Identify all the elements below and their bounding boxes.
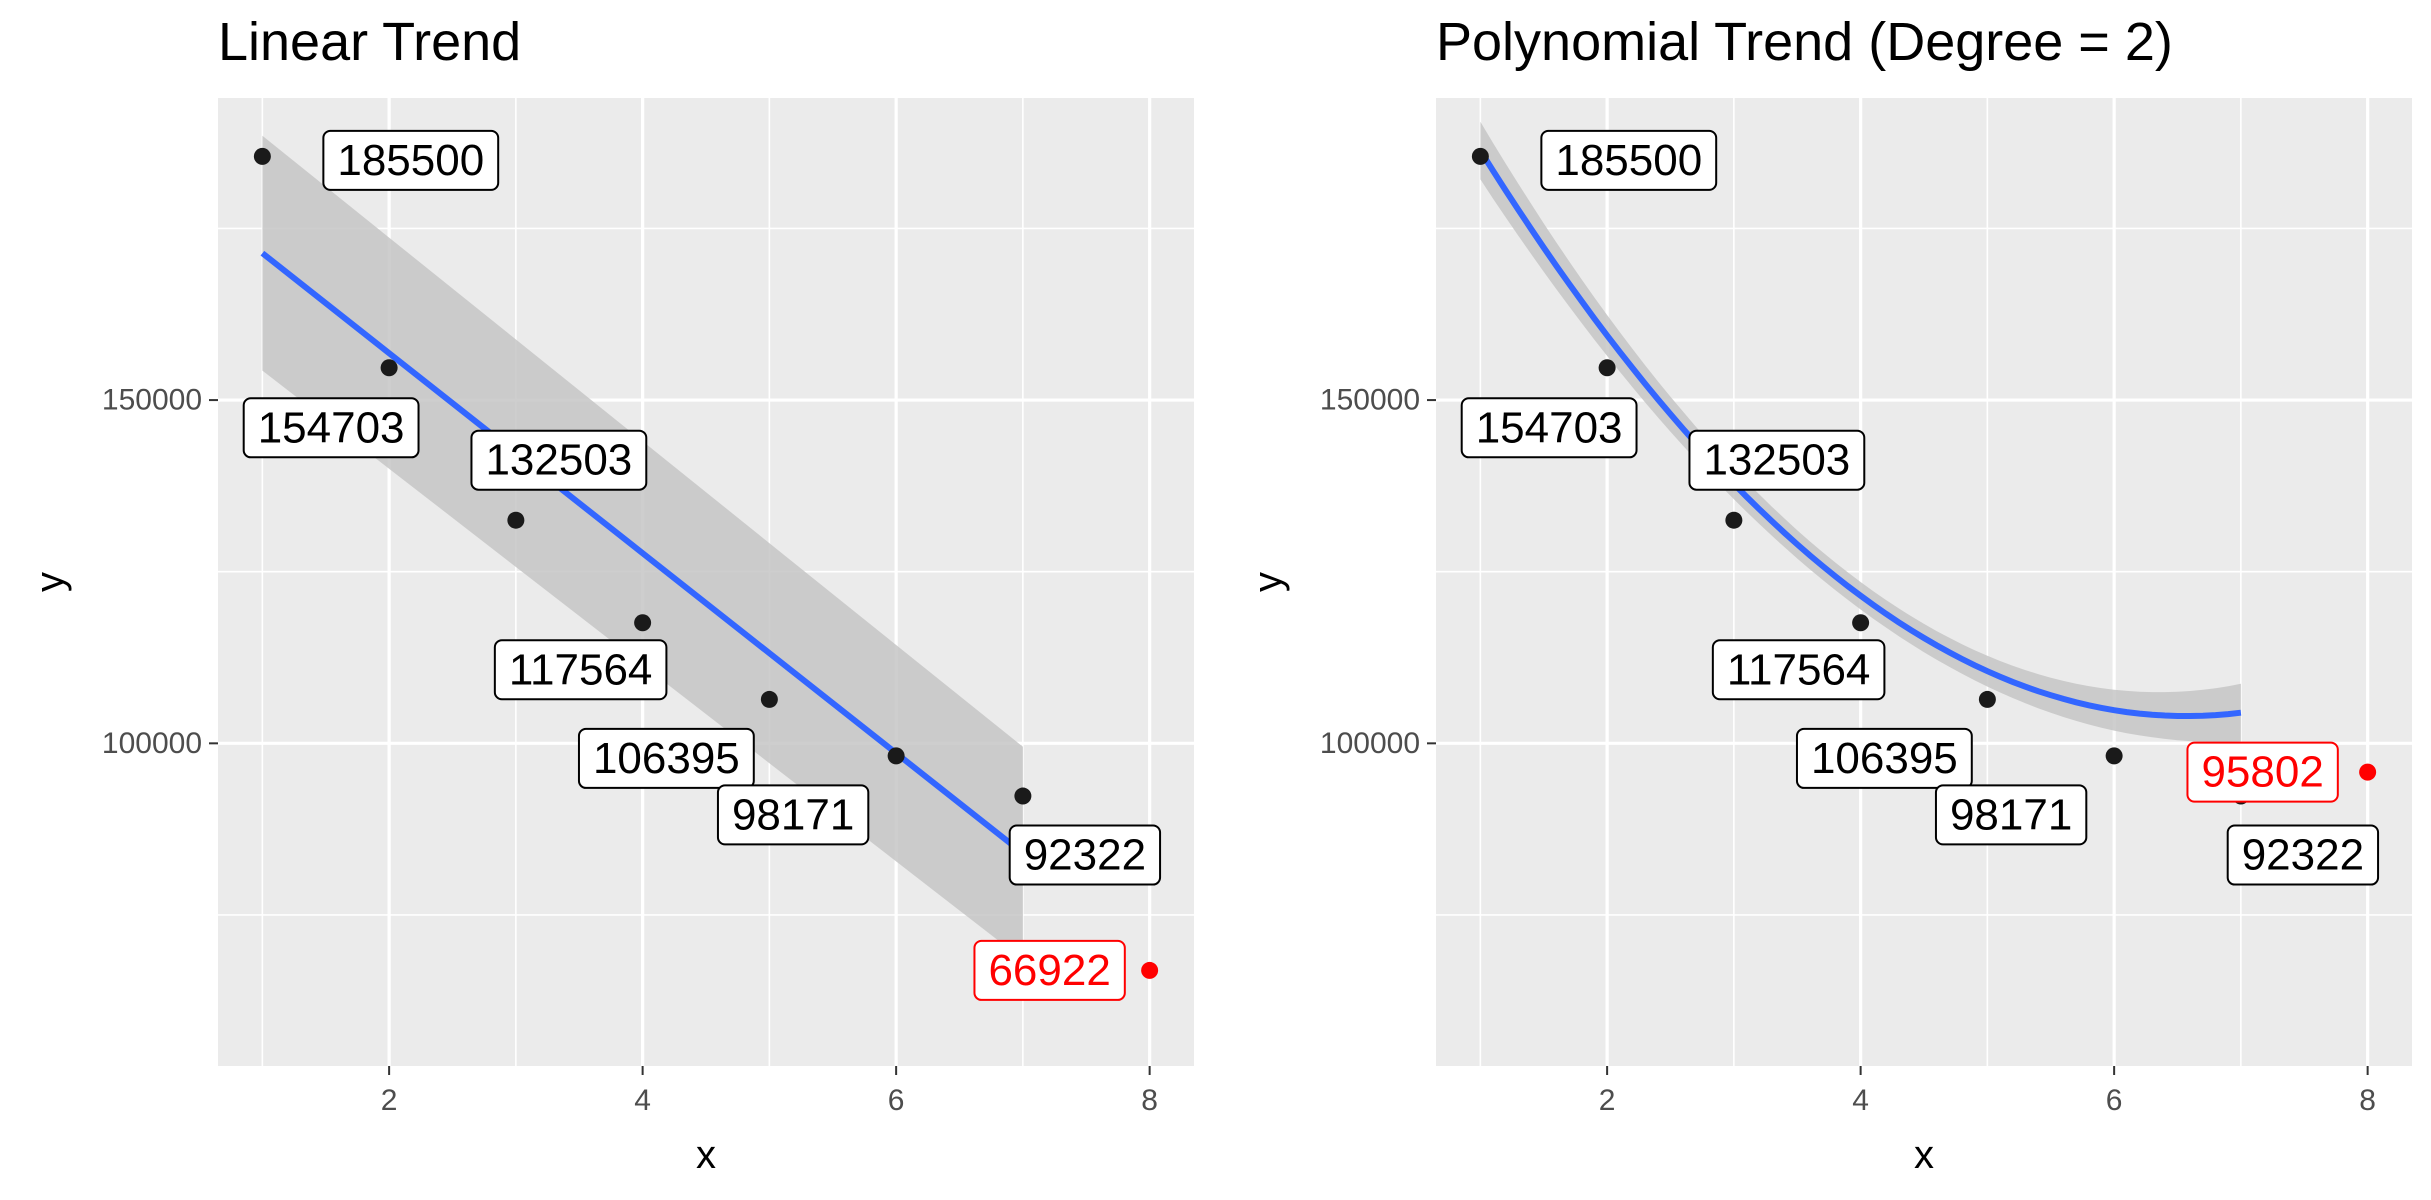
data-label-group: 106395 bbox=[577, 727, 755, 789]
data-label-group: 154703 bbox=[242, 397, 420, 459]
prediction-label-group: 66922 bbox=[973, 939, 1126, 1001]
data-label: 92322 bbox=[2242, 831, 2364, 880]
data-label: 117564 bbox=[1727, 645, 1871, 694]
data-point bbox=[1978, 690, 1996, 708]
data-label-group: 106395 bbox=[1795, 727, 1973, 789]
data-label-box bbox=[470, 429, 648, 491]
data-label-box bbox=[1540, 129, 1718, 191]
data-point bbox=[380, 359, 398, 377]
data-point bbox=[760, 690, 778, 708]
data-point bbox=[1598, 359, 1616, 377]
data-label-group: 98171 bbox=[1934, 784, 2088, 846]
data-label: 154703 bbox=[258, 403, 405, 452]
data-label-box bbox=[1934, 784, 2088, 846]
data-label-group: 117564 bbox=[493, 639, 668, 701]
x-tick-label: 8 bbox=[1141, 1084, 1158, 1117]
chart-title: Polynomial Trend (Degree = 2) bbox=[1436, 12, 2173, 72]
prediction-point bbox=[1141, 961, 1159, 979]
data-label-box bbox=[1460, 397, 1638, 459]
x-tick-label: 8 bbox=[2359, 1084, 2376, 1117]
prediction-label-group: 95802 bbox=[2186, 741, 2339, 803]
data-label-group: 98171 bbox=[716, 784, 870, 846]
y-tick-label: 100000 bbox=[1320, 727, 1420, 760]
confidence-ribbon bbox=[262, 135, 1023, 960]
data-point bbox=[1852, 614, 1870, 632]
data-point bbox=[887, 747, 905, 765]
chart-panel-1: Linear Trend 185500 154703 132503 117564 1063… bbox=[28, 12, 1194, 1177]
data-label: 106395 bbox=[593, 734, 740, 783]
data-label-box bbox=[1688, 429, 1866, 491]
data-point bbox=[1725, 511, 1743, 529]
axes: 2 4 6 8 100000 150000 bbox=[102, 384, 1158, 1117]
data-label-box bbox=[242, 397, 420, 459]
prediction-label: 95802 bbox=[2201, 748, 2323, 797]
x-tick-label: 2 bbox=[381, 1084, 398, 1117]
y-axis-title: y bbox=[28, 572, 72, 592]
data-label-group: 185500 bbox=[322, 129, 500, 191]
data-label-box bbox=[322, 129, 500, 191]
data-label: 185500 bbox=[337, 136, 484, 185]
x-axis-title: x bbox=[696, 1133, 716, 1177]
x-tick-label: 6 bbox=[888, 1084, 905, 1117]
prediction-point bbox=[2359, 763, 2377, 781]
y-tick-label: 150000 bbox=[102, 384, 202, 417]
data-label-group: 132503 bbox=[470, 429, 648, 491]
plot-panel-background bbox=[1436, 98, 2412, 1066]
data-label: 117564 bbox=[509, 645, 653, 694]
data-label-box bbox=[493, 639, 668, 701]
data-label-group: 154703 bbox=[1460, 397, 1638, 459]
data-label: 106395 bbox=[1811, 734, 1958, 783]
data-label-box bbox=[1711, 639, 1886, 701]
data-label-box bbox=[2226, 824, 2380, 886]
data-label-group: 92322 bbox=[2226, 824, 2380, 886]
data-label: 98171 bbox=[1950, 790, 2072, 839]
chart-panel-2: Polynomial Trend (Degree = 2) 185500 15470… bbox=[1246, 12, 2412, 1177]
x-tick-label: 2 bbox=[1599, 1084, 1616, 1117]
trend-line bbox=[1477, 149, 2242, 719]
data-label: 132503 bbox=[1703, 436, 1850, 485]
x-tick-label: 6 bbox=[2106, 1084, 2123, 1117]
data-label: 154703 bbox=[1476, 403, 1623, 452]
data-label: 185500 bbox=[1555, 136, 1702, 185]
y-tick-label: 100000 bbox=[102, 727, 202, 760]
chart-title: Linear Trend bbox=[218, 12, 521, 72]
data-point bbox=[2105, 747, 2123, 765]
data-label-group: 117564 bbox=[1711, 639, 1886, 701]
data-point bbox=[1471, 147, 1489, 165]
prediction-label-box bbox=[973, 939, 1126, 1001]
prediction-label: 66922 bbox=[988, 946, 1110, 995]
data-label-group: 132503 bbox=[1688, 429, 1866, 491]
y-axis-title: y bbox=[1246, 572, 1290, 592]
x-axis-title: x bbox=[1914, 1133, 1934, 1177]
data-point bbox=[507, 511, 525, 529]
data-label-box bbox=[716, 784, 870, 846]
prediction-label-box bbox=[2186, 741, 2339, 803]
data-point bbox=[253, 147, 271, 165]
axes: 2 4 6 8 100000 150000 bbox=[1320, 384, 2376, 1117]
y-tick-label: 150000 bbox=[1320, 384, 1420, 417]
data-label-group: 185500 bbox=[1540, 129, 1718, 191]
data-point bbox=[1014, 787, 1032, 805]
data-label: 92322 bbox=[1024, 831, 1146, 880]
x-tick-label: 4 bbox=[1852, 1084, 1869, 1117]
x-tick-label: 4 bbox=[634, 1084, 651, 1117]
data-label: 132503 bbox=[485, 436, 632, 485]
data-label-box bbox=[1795, 727, 1973, 789]
data-label-box bbox=[1008, 824, 1162, 886]
data-label-group: 92322 bbox=[1008, 824, 1162, 886]
data-label: 98171 bbox=[732, 790, 854, 839]
data-label-box bbox=[577, 727, 755, 789]
data-point bbox=[634, 614, 652, 632]
